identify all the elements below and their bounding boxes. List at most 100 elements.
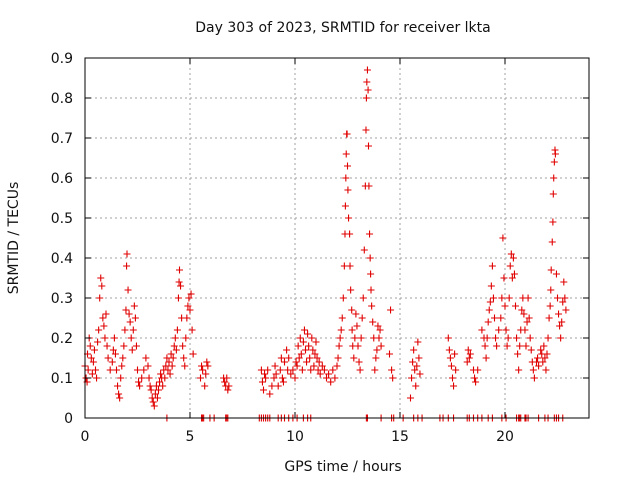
data-point <box>300 326 308 334</box>
data-point <box>134 366 141 374</box>
data-point <box>535 362 543 370</box>
data-point <box>518 306 526 314</box>
data-point <box>352 310 360 318</box>
data-point <box>95 326 103 334</box>
data-point <box>543 350 551 358</box>
data-point <box>203 358 211 366</box>
data-point <box>168 362 176 370</box>
data-point <box>104 354 112 362</box>
y-tick-label: 0.7 <box>51 131 73 147</box>
data-point <box>327 378 335 386</box>
data-point <box>411 366 419 374</box>
data-point <box>257 366 265 374</box>
data-point <box>96 294 104 302</box>
data-point <box>464 346 472 354</box>
data-point <box>355 358 363 366</box>
data-point <box>320 366 328 374</box>
data-point <box>525 314 533 322</box>
y-tick-label: 0.6 <box>51 171 73 187</box>
data-point <box>165 358 173 366</box>
data-point <box>163 354 171 362</box>
data-point <box>278 374 286 382</box>
data-point <box>223 374 231 382</box>
data-point <box>348 306 356 314</box>
data-point <box>362 94 370 102</box>
data-point <box>471 374 479 382</box>
data-point <box>375 334 383 342</box>
data-point <box>416 370 424 378</box>
data-point <box>102 310 110 318</box>
data-point <box>166 370 174 378</box>
data-point <box>161 374 169 382</box>
data-point <box>466 350 474 358</box>
data-point <box>281 358 288 366</box>
data-point <box>149 398 157 406</box>
data-point <box>530 374 538 382</box>
axis-ticks: 0 0.1 0.2 0.3 0.4 0.5 0.6 0.7 0.8 0.9 0 5 10 15 20 <box>51 51 589 445</box>
y-tick-label: 0.3 <box>51 291 73 307</box>
data-point <box>495 326 503 334</box>
data-point <box>303 358 311 366</box>
data-point <box>351 334 359 342</box>
data-point <box>346 230 354 238</box>
data-point <box>204 362 212 370</box>
data-point <box>539 358 547 366</box>
data-point <box>126 318 134 326</box>
data-point <box>316 370 324 378</box>
data-point <box>534 354 542 362</box>
data-point <box>499 234 507 242</box>
data-point <box>151 390 159 398</box>
x-tick-label: 0 <box>81 429 90 445</box>
data-point <box>513 334 521 342</box>
data-point <box>264 366 272 374</box>
data-point <box>348 326 356 334</box>
y-tick-label: 0.5 <box>51 211 73 227</box>
data-point <box>285 354 293 362</box>
data-point <box>350 354 358 362</box>
data-point <box>465 354 473 362</box>
data-point <box>164 366 172 374</box>
y-axis-label: SRMTID / TECUs <box>6 182 22 295</box>
data-point <box>333 362 341 370</box>
data-point <box>489 294 497 302</box>
data-point <box>452 366 460 374</box>
data-point <box>268 382 276 390</box>
data-point <box>512 302 519 310</box>
data-point <box>556 322 564 330</box>
data-point <box>293 362 301 370</box>
data-point <box>485 306 493 314</box>
data-point <box>181 362 189 370</box>
data-point <box>297 350 305 358</box>
data-point <box>123 250 131 258</box>
data-point <box>356 366 364 374</box>
data-point <box>365 142 372 150</box>
data-point <box>357 334 365 342</box>
data-point <box>261 370 269 378</box>
data-point <box>329 366 337 374</box>
data-point <box>174 294 182 302</box>
data-point <box>414 338 422 346</box>
data-point <box>271 362 279 370</box>
data-point <box>172 346 180 354</box>
data-point <box>90 346 98 354</box>
data-point <box>373 346 381 354</box>
data-point <box>258 378 266 386</box>
data-point <box>109 346 117 354</box>
data-point <box>304 330 312 338</box>
data-point <box>89 358 97 366</box>
data-point <box>363 78 371 86</box>
data-point <box>547 286 555 294</box>
data-point <box>331 374 339 382</box>
data-point <box>505 294 513 302</box>
data-point <box>132 342 140 350</box>
data-point <box>389 374 397 382</box>
data-point <box>101 334 109 342</box>
data-point <box>117 374 125 382</box>
data-point <box>561 294 569 302</box>
data-point <box>153 394 161 402</box>
data-point <box>362 126 370 134</box>
data-point <box>552 270 560 278</box>
data-point <box>415 354 423 362</box>
data-point <box>502 326 510 334</box>
data-point <box>341 202 349 210</box>
